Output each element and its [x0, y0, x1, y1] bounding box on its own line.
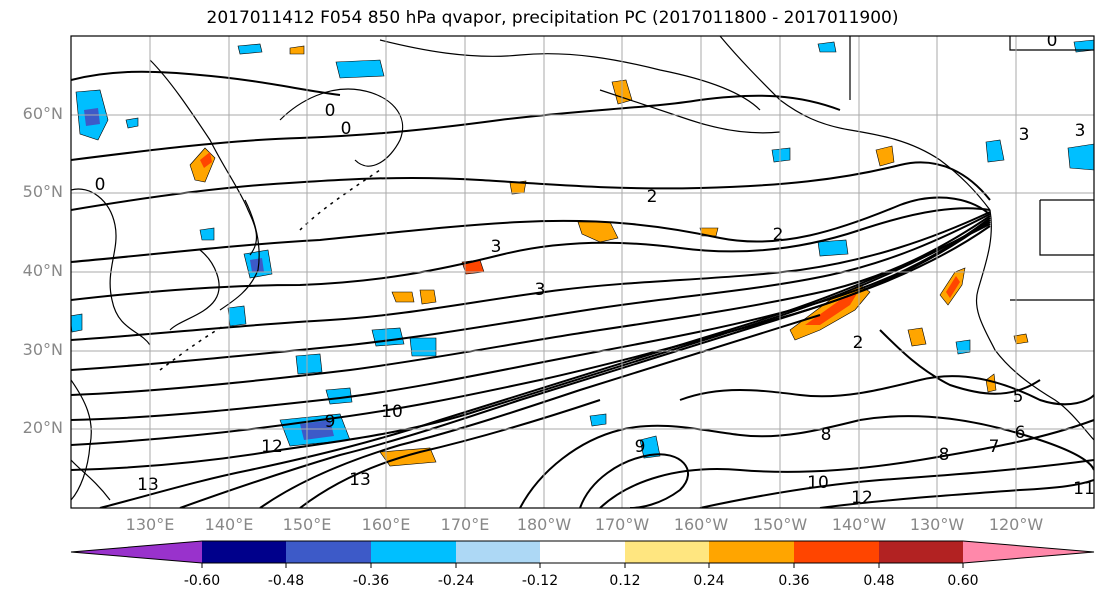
- contour-label: 3: [535, 280, 546, 300]
- contour-label: 0: [35, 505, 46, 525]
- lon-label: 120°W: [988, 515, 1044, 534]
- contour-label: 0: [1047, 31, 1058, 51]
- colorbar-arrow-left: [71, 541, 202, 563]
- map-frame: [70, 35, 1095, 509]
- lon-label: 140°E: [204, 515, 254, 534]
- lat-label: 60°N: [22, 104, 63, 123]
- colorbar-segment: [286, 541, 371, 563]
- lat-label: 20°N: [22, 418, 63, 437]
- contour-label: 9: [635, 437, 646, 457]
- colorbar-segment: [625, 541, 709, 563]
- contour-label: 3: [491, 237, 502, 257]
- lon-label: 150°W: [752, 515, 808, 534]
- graticule: [71, 36, 1094, 508]
- contour-label: 0: [325, 101, 336, 121]
- colorbar-tick: -0.36: [352, 573, 390, 589]
- colorbar-segment: [371, 541, 456, 563]
- colorbar-segment: [794, 541, 879, 563]
- contour-label: 0: [341, 119, 352, 139]
- contour-label: 3: [1019, 125, 1030, 145]
- lat-label: 50°N: [22, 182, 63, 201]
- lon-label: 160°W: [673, 515, 729, 534]
- colorbar: [70, 540, 1095, 568]
- coastlines: [71, 36, 1094, 501]
- lon-label: 130°E: [125, 515, 175, 534]
- lon-label: 140°W: [831, 515, 887, 534]
- colorbar-segment: [879, 541, 963, 563]
- contour-label: 8: [821, 425, 832, 445]
- map-title: 2017011412 F054 850 hPa qvapor, precipit…: [206, 8, 899, 28]
- contour-label: 8: [939, 445, 950, 465]
- contour-label: 0: [95, 175, 106, 195]
- lon-label: 150°E: [282, 515, 332, 534]
- contour-label: 10: [807, 473, 829, 493]
- contour-label: 2: [853, 333, 864, 353]
- lon-label: 130°W: [909, 515, 965, 534]
- contour-label: 10: [381, 402, 403, 422]
- colorbar-tick: -0.60: [183, 573, 221, 589]
- lon-label: 170°W: [594, 515, 650, 534]
- contour-label: 11: [1073, 479, 1095, 499]
- colorbar-segment: [456, 541, 540, 563]
- contour-label: 12: [851, 488, 873, 508]
- contour-label: 2: [773, 225, 784, 245]
- colorbar-tick: -0.48: [267, 573, 305, 589]
- colorbar-tick: -0.24: [437, 573, 475, 589]
- contour-label: 9: [325, 412, 336, 432]
- lat-label: 40°N: [22, 261, 63, 280]
- colorbar-segment: [540, 541, 625, 563]
- lat-label: 30°N: [22, 340, 63, 359]
- colorbar-segment: [202, 541, 286, 563]
- contour-label: 3: [1075, 121, 1086, 141]
- lon-label: 170°E: [440, 515, 490, 534]
- contour-label: 13: [137, 475, 159, 495]
- contour-lines: [71, 70, 1094, 508]
- contour-label: 5: [1013, 387, 1024, 407]
- colorbar-tick: 0.60: [947, 573, 979, 589]
- colorbar-arrow-right: [963, 541, 1094, 563]
- colorbar-tick: -0.12: [521, 573, 559, 589]
- colorbar-segment: [709, 541, 794, 563]
- contour-label: 12: [261, 437, 283, 457]
- colorbar-tick: 0.48: [863, 573, 895, 589]
- colorbar-tick: 0.12: [609, 573, 641, 589]
- contour-label: 7: [989, 437, 1000, 457]
- contour-label: 2: [647, 187, 658, 207]
- lon-label: 160°E: [361, 515, 411, 534]
- colorbar-tick: 0.24: [693, 573, 725, 589]
- contour-label: 6: [1015, 423, 1026, 443]
- precipitation-shading: [71, 39, 1094, 467]
- colorbar-tick: 0.36: [778, 573, 810, 589]
- contour-label: 13: [349, 470, 371, 490]
- lon-label: 180°W: [516, 515, 572, 534]
